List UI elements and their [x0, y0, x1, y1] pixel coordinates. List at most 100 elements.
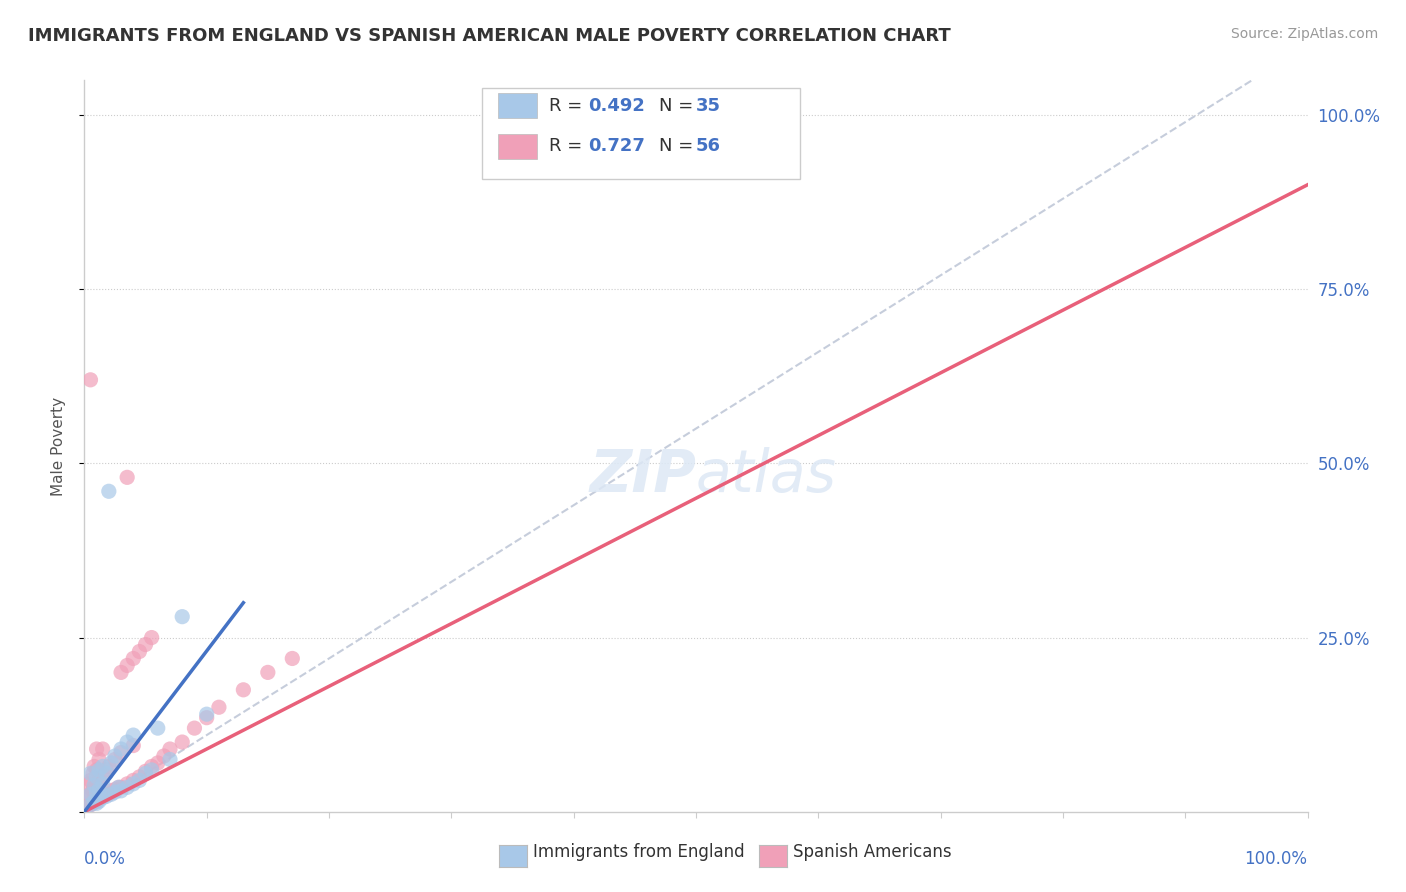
Point: [135, 764, 157, 779]
Point: [83, 794, 105, 808]
FancyBboxPatch shape: [498, 94, 537, 119]
Text: IMMIGRANTS FROM ENGLAND VS SPANISH AMERICAN MALE POVERTY CORRELATION CHART: IMMIGRANTS FROM ENGLAND VS SPANISH AMERI…: [28, 27, 950, 45]
Point: [115, 735, 138, 749]
Point: [86, 780, 108, 795]
Text: R =: R =: [550, 97, 588, 115]
Point: [82, 797, 104, 811]
Point: [79, 797, 101, 812]
Point: [77, 777, 100, 791]
Point: [91, 789, 114, 804]
Point: [172, 735, 194, 749]
Point: [122, 728, 145, 742]
Text: Spanish Americans: Spanish Americans: [793, 843, 952, 861]
Point: [96, 763, 118, 777]
Point: [104, 785, 127, 799]
Point: [110, 742, 132, 756]
Point: [104, 749, 127, 764]
Point: [115, 780, 138, 795]
Point: [104, 782, 127, 797]
Text: 100.0%: 100.0%: [1244, 850, 1308, 868]
Point: [91, 777, 114, 791]
Point: [100, 784, 122, 798]
Text: 0.0%: 0.0%: [84, 850, 127, 868]
Point: [257, 665, 280, 680]
Text: N =: N =: [659, 97, 699, 115]
Point: [141, 631, 163, 645]
Point: [141, 759, 163, 773]
Point: [128, 644, 150, 658]
Point: [83, 780, 105, 795]
Text: R =: R =: [550, 137, 588, 155]
Point: [281, 651, 304, 665]
Point: [86, 763, 108, 777]
Point: [79, 773, 101, 788]
Point: [110, 746, 132, 760]
Point: [87, 782, 110, 797]
Point: [107, 780, 129, 795]
Text: Immigrants from England: Immigrants from England: [533, 843, 745, 861]
Text: atlas: atlas: [696, 447, 837, 504]
Point: [146, 721, 169, 735]
Text: 35: 35: [696, 97, 721, 115]
Point: [91, 759, 114, 773]
Point: [86, 785, 108, 799]
Point: [115, 777, 138, 791]
Point: [122, 739, 145, 753]
Point: [195, 707, 218, 722]
Point: [96, 787, 118, 801]
Point: [82, 766, 104, 780]
Point: [128, 773, 150, 788]
Point: [91, 770, 114, 784]
Point: [83, 778, 105, 792]
Point: [110, 780, 132, 795]
Point: [96, 789, 118, 804]
Point: [79, 787, 101, 801]
Point: [86, 794, 108, 808]
Point: [87, 790, 110, 805]
Point: [91, 790, 114, 805]
Point: [86, 797, 108, 811]
Text: Source: ZipAtlas.com: Source: ZipAtlas.com: [1230, 27, 1378, 41]
Point: [83, 759, 105, 773]
Point: [87, 752, 110, 766]
Point: [128, 770, 150, 784]
FancyBboxPatch shape: [482, 87, 800, 179]
Point: [232, 682, 254, 697]
Text: 0.727: 0.727: [588, 137, 645, 155]
Y-axis label: Male Poverty: Male Poverty: [51, 396, 66, 496]
Point: [79, 766, 101, 780]
Point: [141, 763, 163, 777]
Point: [159, 742, 181, 756]
Point: [122, 773, 145, 788]
Point: [87, 773, 110, 788]
Point: [104, 752, 127, 766]
Point: [91, 742, 114, 756]
Point: [183, 721, 205, 735]
Text: 56: 56: [696, 137, 721, 155]
Point: [100, 787, 122, 801]
Point: [208, 700, 231, 714]
Point: [79, 797, 101, 812]
Point: [110, 784, 132, 798]
Point: [146, 756, 169, 770]
Point: [100, 756, 122, 770]
Point: [115, 658, 138, 673]
Point: [159, 752, 181, 766]
Point: [97, 787, 120, 801]
Text: ZIP: ZIP: [589, 447, 696, 504]
Point: [135, 638, 157, 652]
Point: [122, 651, 145, 665]
Point: [83, 794, 105, 808]
Point: [96, 766, 118, 780]
Point: [110, 665, 132, 680]
Point: [79, 787, 101, 801]
FancyBboxPatch shape: [498, 134, 537, 159]
Text: N =: N =: [659, 137, 699, 155]
Point: [107, 780, 129, 795]
Text: 0.492: 0.492: [588, 97, 645, 115]
Point: [172, 609, 194, 624]
Point: [86, 742, 108, 756]
Point: [135, 766, 157, 780]
Point: [115, 470, 138, 484]
Point: [77, 799, 100, 814]
